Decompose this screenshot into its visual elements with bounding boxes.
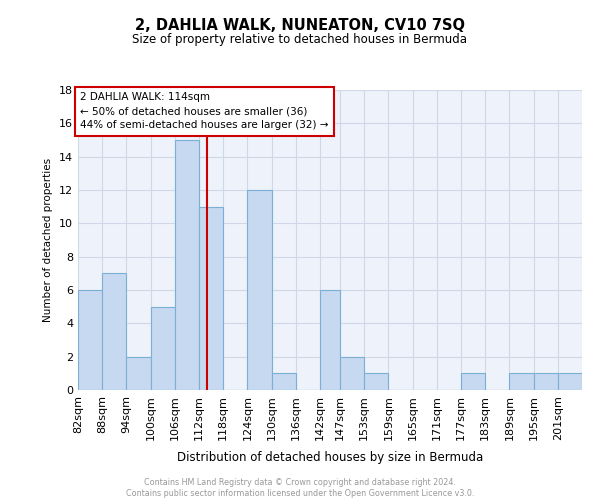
Text: 2, DAHLIA WALK, NUNEATON, CV10 7SQ: 2, DAHLIA WALK, NUNEATON, CV10 7SQ <box>135 18 465 32</box>
Bar <box>199 206 223 390</box>
Bar <box>509 374 533 390</box>
Bar <box>320 290 340 390</box>
Text: 2 DAHLIA WALK: 114sqm
← 50% of detached houses are smaller (36)
44% of semi-deta: 2 DAHLIA WALK: 114sqm ← 50% of detached … <box>80 92 329 130</box>
Bar <box>340 356 364 390</box>
Bar <box>175 140 199 390</box>
Text: Size of property relative to detached houses in Bermuda: Size of property relative to detached ho… <box>133 32 467 46</box>
Bar <box>272 374 296 390</box>
Bar <box>127 356 151 390</box>
Bar <box>102 274 127 390</box>
Bar <box>461 374 485 390</box>
Bar <box>78 290 102 390</box>
X-axis label: Distribution of detached houses by size in Bermuda: Distribution of detached houses by size … <box>177 451 483 464</box>
Bar <box>364 374 388 390</box>
Text: Contains HM Land Registry data © Crown copyright and database right 2024.
Contai: Contains HM Land Registry data © Crown c… <box>126 478 474 498</box>
Bar <box>247 190 272 390</box>
Y-axis label: Number of detached properties: Number of detached properties <box>43 158 53 322</box>
Bar <box>533 374 558 390</box>
Bar <box>151 306 175 390</box>
Bar <box>558 374 582 390</box>
